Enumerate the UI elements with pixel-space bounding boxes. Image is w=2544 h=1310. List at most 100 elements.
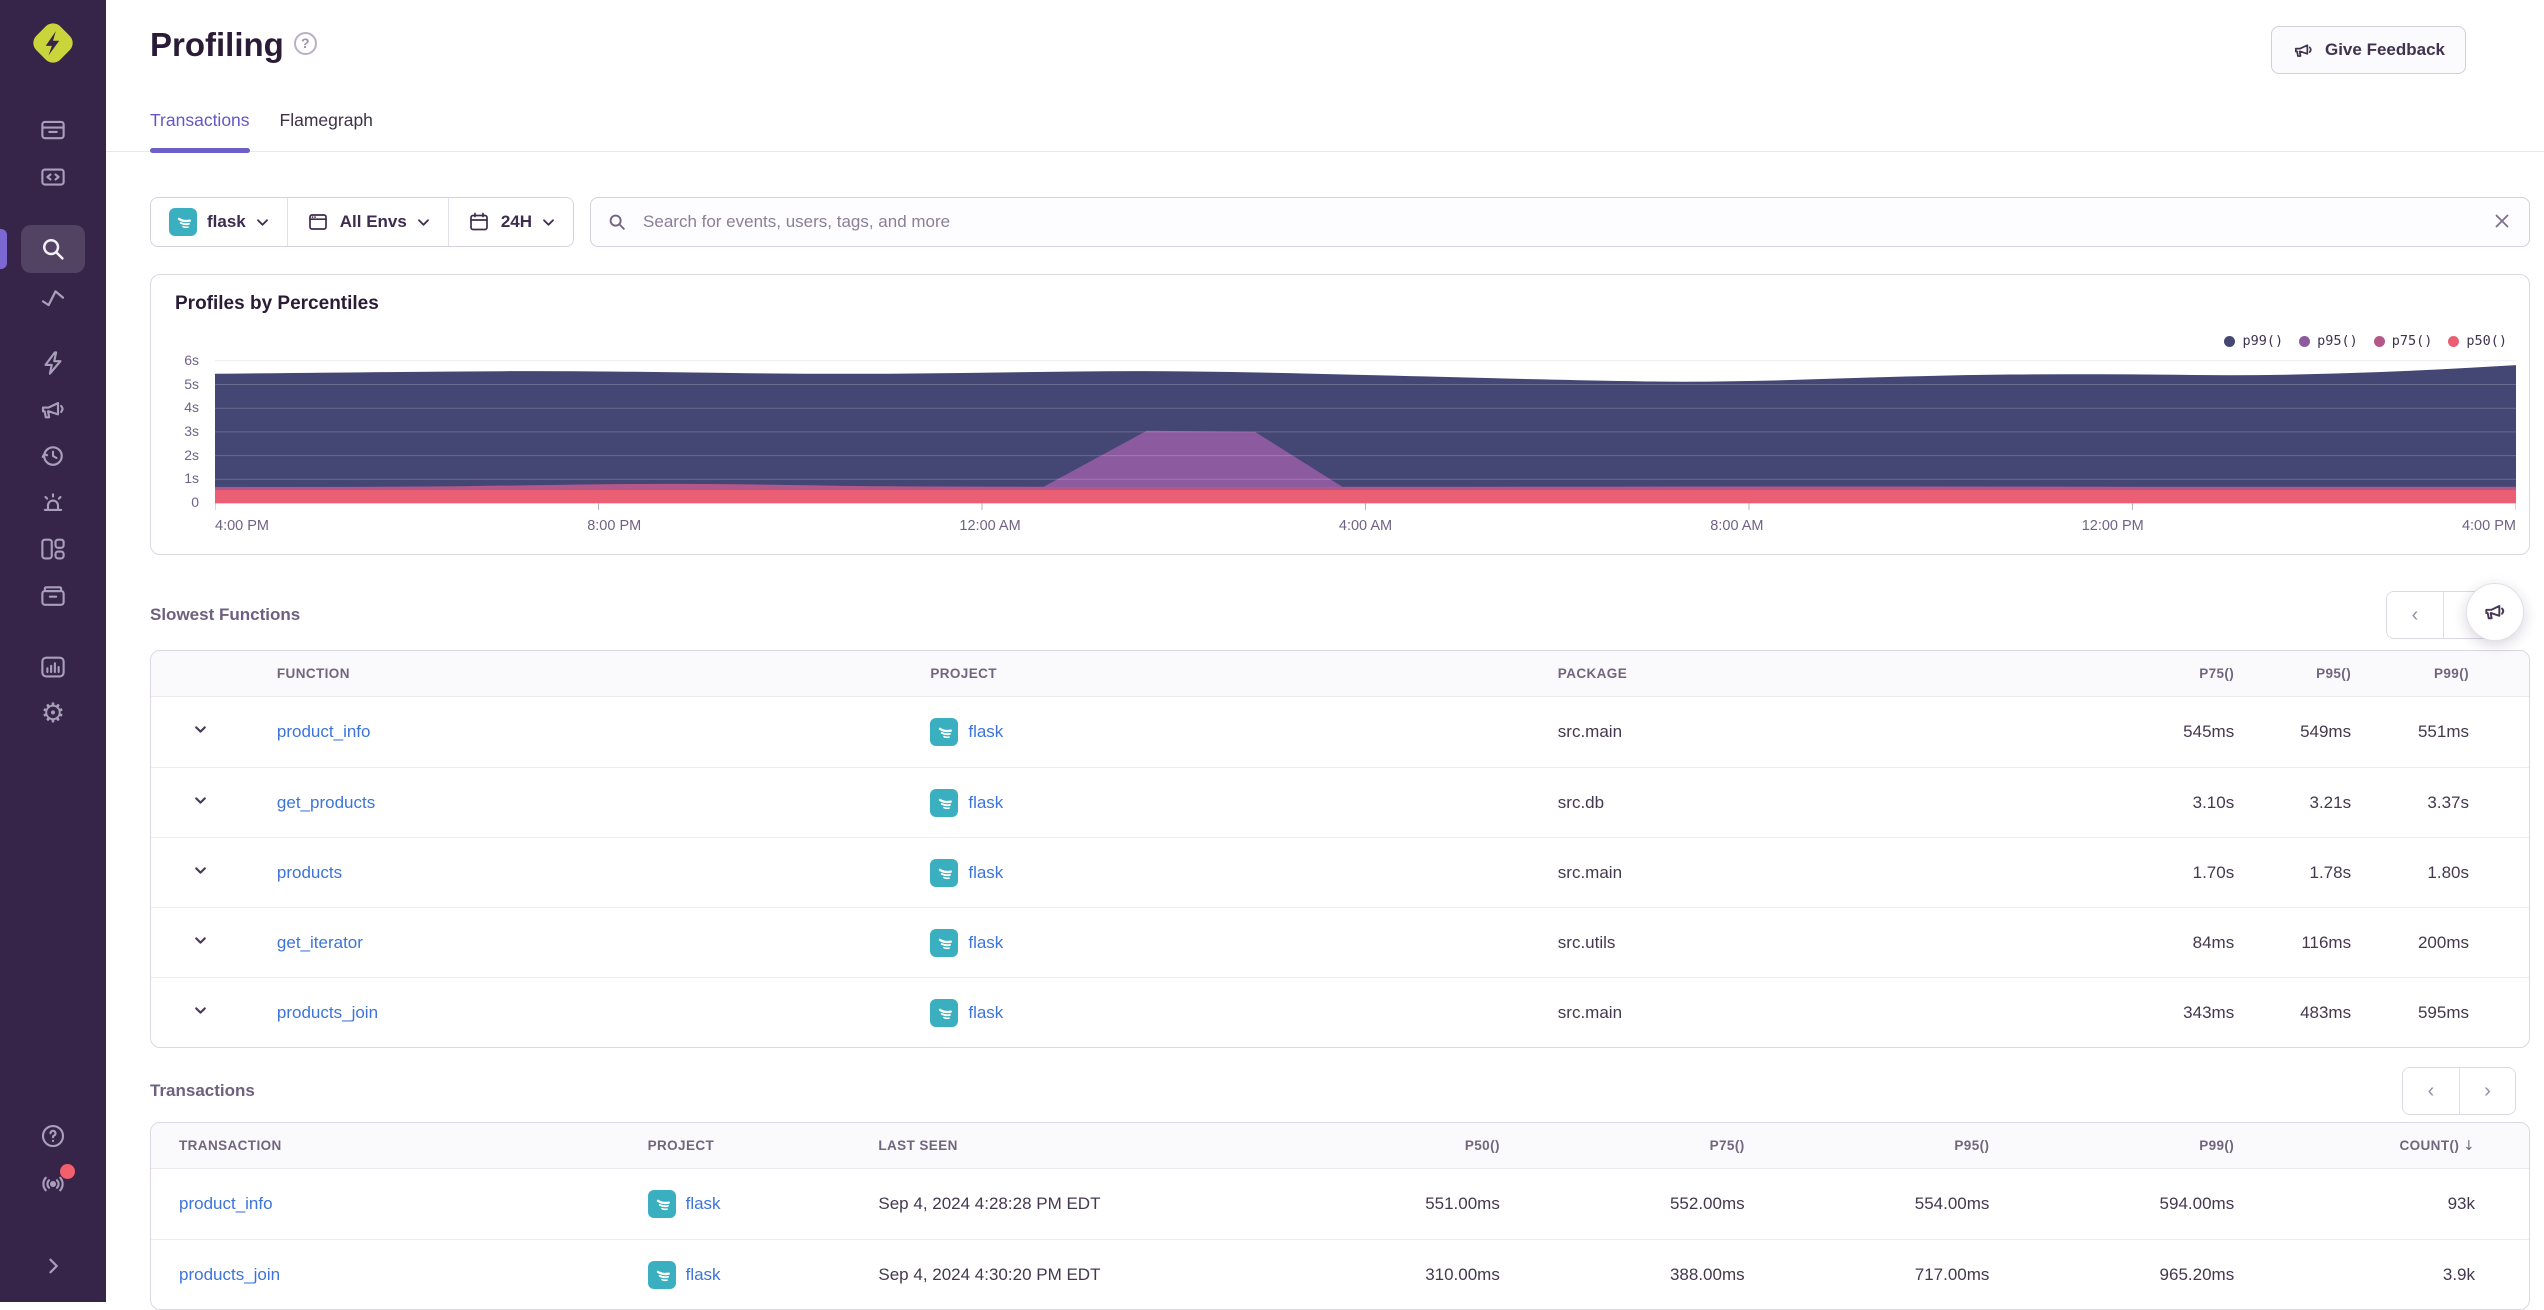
column-header-package[interactable]: PACKAGE [1557,666,1628,681]
tab-transactions[interactable]: Transactions [150,110,250,153]
whats-new-button[interactable] [31,1164,75,1204]
function-link[interactable]: product_info [276,722,371,741]
prev-page-button[interactable]: ‹ [2387,592,2443,638]
legend-item[interactable]: p50() [2448,333,2507,349]
page-help-icon[interactable]: ? [293,31,317,55]
column-header-p99[interactable]: P99() [2433,666,2469,681]
column-header-p50[interactable]: P50() [1464,1138,1500,1153]
sidebar-item-feedback[interactable] [21,390,85,430]
p95-value: 3.21s [2309,792,2352,812]
column-header-p99[interactable]: P99() [2199,1138,2235,1153]
date-range-filter[interactable]: 24H [447,198,574,246]
function-link[interactable]: get_products [276,792,376,812]
table-header-row: FUNCTION PROJECT PACKAGE P75() P95() P99… [151,651,2529,697]
org-logo[interactable] [26,16,80,70]
y-axis-tick-label: 6s [184,351,199,368]
chevron-right-icon [49,1258,58,1274]
transactions-rows: product_info flask Sep 4, 2024 4:28:28 P… [151,1169,2529,1309]
flask-project-icon [169,208,197,236]
sidebar-item-metrics[interactable] [21,277,85,317]
x-axis-labels: 4:00 PM 8:00 PM 12:00 AM 4:00 AM 8:00 AM 12:0… [215,518,2516,534]
y-axis-tick-label: 4s [184,399,199,416]
siren-icon [43,493,63,511]
clear-search-button[interactable] [2490,210,2514,234]
megaphone-icon [2485,605,2505,620]
tab-flamegraph[interactable]: Flamegraph [279,110,373,130]
give-feedback-button[interactable]: Give Feedback [2270,26,2466,74]
profiles-chart-panel: Profiles by Percentiles p99() p95() p75() p… [150,274,2530,555]
project-filter-value: flask [207,212,246,231]
column-header-count[interactable]: COUNT() ↓ [2399,1137,2475,1154]
expand-row-button[interactable] [193,793,208,813]
project-link[interactable]: flask [968,722,1004,741]
sidebar-item-dashboards[interactable] [21,529,85,569]
project-filter[interactable]: flask [151,198,287,246]
table-row: get_iterator flask src.utils 84ms 116ms … [151,907,2529,977]
prev-page-button[interactable]: ‹ [2403,1068,2459,1114]
flask-project-icon [930,858,959,887]
transactions-pager: ‹ › [2402,1067,2516,1115]
transaction-link[interactable]: product_info [179,1194,273,1213]
y-axis-tick-label: 5s [184,375,199,392]
x-axis-tick-label: 4:00 PM [2461,518,2516,534]
legend-item[interactable]: p95() [2299,333,2358,349]
floating-feedback-button[interactable] [2466,583,2524,641]
sidebar-item-flash[interactable] [21,343,85,383]
project-link[interactable]: flask [685,1264,721,1284]
p75-value: 3.10s [2192,792,2235,812]
p50-value: 310.00ms [1425,1264,1500,1284]
legend-item[interactable]: p75() [2373,333,2432,349]
project-link[interactable]: flask [968,1002,1004,1022]
search-icon [43,239,64,260]
sidebar-item-explore[interactable] [21,225,85,273]
sidebar-expand-button[interactable] [31,1246,75,1286]
p95-value: 717.00ms [1914,1264,1990,1284]
megaphone-icon [41,402,64,419]
function-link[interactable]: products [276,862,343,882]
y-axis-tick-label: 0 [191,494,199,510]
table-row: products_join flask Sep 4, 2024 4:30:20 … [151,1239,2529,1309]
function-link[interactable]: get_iterator [276,932,363,952]
sidebar-item-issues[interactable] [21,110,85,150]
p95-value: 483ms [2300,1002,2352,1022]
legend-label: p99() [2242,333,2284,349]
column-header-last-seen[interactable]: LAST SEEN [878,1138,958,1153]
sidebar-footer [0,1116,106,1286]
package-cell: src.main [1557,862,1623,882]
next-page-button[interactable]: › [2459,1068,2515,1114]
sidebar-item-releases[interactable] [21,576,85,616]
column-header-p95[interactable]: P95() [1954,1138,1990,1153]
project-link[interactable]: flask [968,792,1004,812]
column-header-p75[interactable]: P75() [2199,666,2235,681]
chevron-down-icon [195,866,207,874]
legend-item[interactable]: p99() [2224,333,2283,349]
close-icon [2495,214,2509,228]
environment-filter[interactable]: All Envs [286,198,448,246]
project-link[interactable]: flask [685,1194,721,1213]
project-link[interactable]: flask [968,862,1004,882]
column-header-project[interactable]: PROJECT [647,1138,715,1153]
column-header-function[interactable]: FUNCTION [276,666,350,681]
transactions-header: Transactions ‹ › [150,1065,2530,1117]
search-input[interactable] [590,197,2530,247]
help-button[interactable] [31,1116,75,1156]
sidebar-item-settings[interactable]: ⚙ [21,693,85,733]
sidebar-item-stats[interactable] [21,647,85,687]
chevron-down-icon [195,796,207,804]
p99-value: 3.37s [2427,792,2469,812]
sidebar-item-alerts[interactable] [21,483,85,523]
flask-project-icon [930,998,959,1027]
sidebar-item-projects[interactable] [21,157,85,197]
column-header-p75[interactable]: P75() [1709,1138,1745,1153]
column-header-project[interactable]: PROJECT [930,666,997,681]
expand-row-button[interactable] [193,1003,208,1023]
column-header-p95[interactable]: P95() [2316,666,2352,681]
function-link[interactable]: products_join [276,1002,379,1022]
column-header-transaction[interactable]: TRANSACTION [179,1138,282,1153]
expand-row-button[interactable] [193,722,208,742]
project-link[interactable]: flask [968,932,1004,952]
transaction-link[interactable]: products_join [179,1264,281,1284]
expand-row-button[interactable] [193,863,208,883]
expand-row-button[interactable] [193,933,208,953]
sidebar-item-replays[interactable] [21,436,85,476]
